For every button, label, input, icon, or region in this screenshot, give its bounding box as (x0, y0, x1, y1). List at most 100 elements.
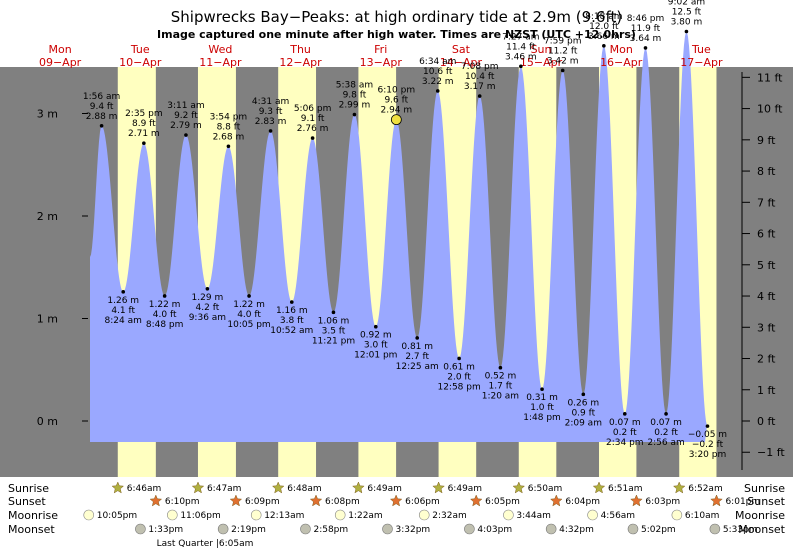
moonset-icon (627, 523, 639, 535)
moonset-icon (300, 523, 311, 535)
sunrise-time: 6:52am (688, 484, 723, 494)
high-tide-metres: 3.22 m (422, 77, 454, 87)
low-tide-feet: 1.0 ft (530, 403, 554, 413)
tide-water-area (90, 31, 707, 443)
moonrise-icon (671, 509, 683, 521)
moonrise-time: 10:05pm (97, 511, 137, 521)
tide-point (519, 64, 523, 69)
sunset-icon (149, 494, 163, 507)
high-tide-feet: 9.3 ft (259, 107, 283, 117)
sunrise-time: 6:49am (367, 484, 402, 494)
moonset-icon (709, 523, 721, 535)
high-tide-feet: 12.0 ft (589, 22, 619, 32)
right-axis-label: 8 ft (757, 165, 776, 178)
day-name-label: Wed (208, 43, 232, 56)
sunrise-time: 6:49am (448, 484, 483, 494)
high-tide-time: 6:34 am (419, 57, 456, 67)
high-tide-feet: 9.1 ft (301, 114, 325, 124)
sunrise-time: 6:47am (207, 484, 242, 494)
tide-point (457, 356, 461, 361)
day-name-label: Fri (374, 43, 387, 56)
moonrise-time: 1:22am (348, 511, 383, 521)
high-tide-feet: 9.4 ft (90, 102, 114, 112)
left-axis-label: 1 m (37, 313, 58, 326)
high-tide-time: 3:54 pm (210, 112, 248, 122)
tide-point (226, 144, 231, 149)
moonset-icon (545, 523, 557, 535)
high-tide-feet: 11.4 ft (506, 42, 536, 52)
chart-title: Shipwrecks Bay−Peaks: at high ordinary t… (170, 8, 623, 26)
moon-phase-label: Last Quarter |6:05am (157, 539, 254, 549)
low-tide-feet: 4.2 ft (196, 303, 220, 313)
high-tide-metres: 2.71 m (128, 129, 160, 139)
low-tide-time: 8:24 am (105, 316, 142, 326)
high-tide-metres: 2.99 m (339, 101, 371, 111)
low-tide-metres: 0.92 m (360, 331, 392, 341)
low-tide-feet: 4.0 ft (153, 310, 177, 320)
low-tide-feet: 4.0 ft (237, 310, 261, 320)
low-tide-time: 1:20 am (482, 392, 519, 402)
row-label-left: Sunrise (8, 482, 49, 495)
tide-point (142, 141, 146, 146)
moonset-time: 1:33pm (148, 525, 183, 535)
low-tide-feet: 1.7 ft (489, 382, 513, 392)
sunset-icon (710, 494, 723, 507)
sunset-time: 6:08pm (325, 497, 360, 507)
low-tide-feet: 0.2 ft (654, 428, 678, 438)
tide-point (331, 310, 336, 315)
tide-point (205, 286, 210, 291)
low-tide-time: 1:48 pm (523, 413, 561, 423)
right-axis-label: 7 ft (757, 196, 776, 209)
low-tide-metres: 0.07 m (609, 418, 641, 428)
sunset-time: 6:01pm (725, 497, 760, 507)
sunrise-icon (352, 481, 365, 494)
high-tide-metres: 3.66 m (588, 32, 620, 42)
high-tide-metres: 2.88 m (86, 112, 118, 122)
moonrise-icon (503, 509, 514, 521)
tide-point (289, 300, 294, 304)
moonset-time: 3:32pm (396, 525, 431, 535)
moonrise-icon (587, 509, 598, 521)
high-tide-time: 2:35 pm (125, 109, 163, 119)
right-axis-label: 1 ft (757, 384, 776, 397)
sunrise-icon (271, 481, 285, 494)
low-tide-metres: 0.81 m (401, 342, 433, 352)
high-tide-time: 3:11 am (167, 101, 204, 111)
sunset-time: 6:05pm (485, 497, 520, 507)
tide-point (162, 294, 167, 298)
current-tide-marker (390, 114, 402, 126)
tide-point (373, 324, 378, 329)
moonrise-icon (83, 509, 95, 521)
low-tide-time: 12:58 pm (437, 382, 480, 392)
low-tide-feet: 3.8 ft (280, 316, 304, 326)
low-tide-feet: 2.7 ft (405, 352, 429, 362)
tide-point (247, 294, 251, 298)
moonrise-time: 4:56am (601, 511, 636, 521)
high-tide-metres: 3.42 m (547, 56, 579, 66)
day-date-label: 14−Apr (440, 56, 483, 69)
low-tide-feet: 2.0 ft (447, 372, 471, 382)
sunset-time: 6:10pm (165, 497, 200, 507)
moonset-icon (382, 523, 393, 535)
moonrise-time: 2:32am (432, 511, 467, 521)
low-tide-feet: −0.2 ft (692, 440, 724, 450)
day-date-label: 16−Apr (600, 56, 643, 69)
sunrise-time: 6:50am (528, 484, 563, 494)
low-tide-time: 11:21 pm (312, 336, 355, 346)
low-tide-time: 10:05 pm (227, 320, 270, 330)
sunrise-icon (592, 481, 606, 494)
high-tide-feet: 11.9 ft (631, 24, 661, 34)
high-tide-feet: 10.4 ft (465, 72, 495, 82)
left-axis-label: 0 m (37, 415, 58, 428)
day-date-label: 10−Apr (119, 56, 162, 69)
high-tide-time: 6:10 pm (378, 86, 416, 96)
tide-point (121, 290, 126, 294)
day-name-label: Tue (691, 43, 711, 56)
high-tide-metres: 2.76 m (297, 124, 329, 134)
right-axis-label: 5 ft (757, 259, 776, 272)
high-tide-feet: 9.2 ft (174, 111, 198, 121)
tide-point (184, 133, 188, 137)
row-label-right: Sunset (747, 495, 785, 508)
right-axis-label: 11 ft (757, 71, 783, 84)
low-tide-time: 9:36 am (189, 313, 226, 323)
